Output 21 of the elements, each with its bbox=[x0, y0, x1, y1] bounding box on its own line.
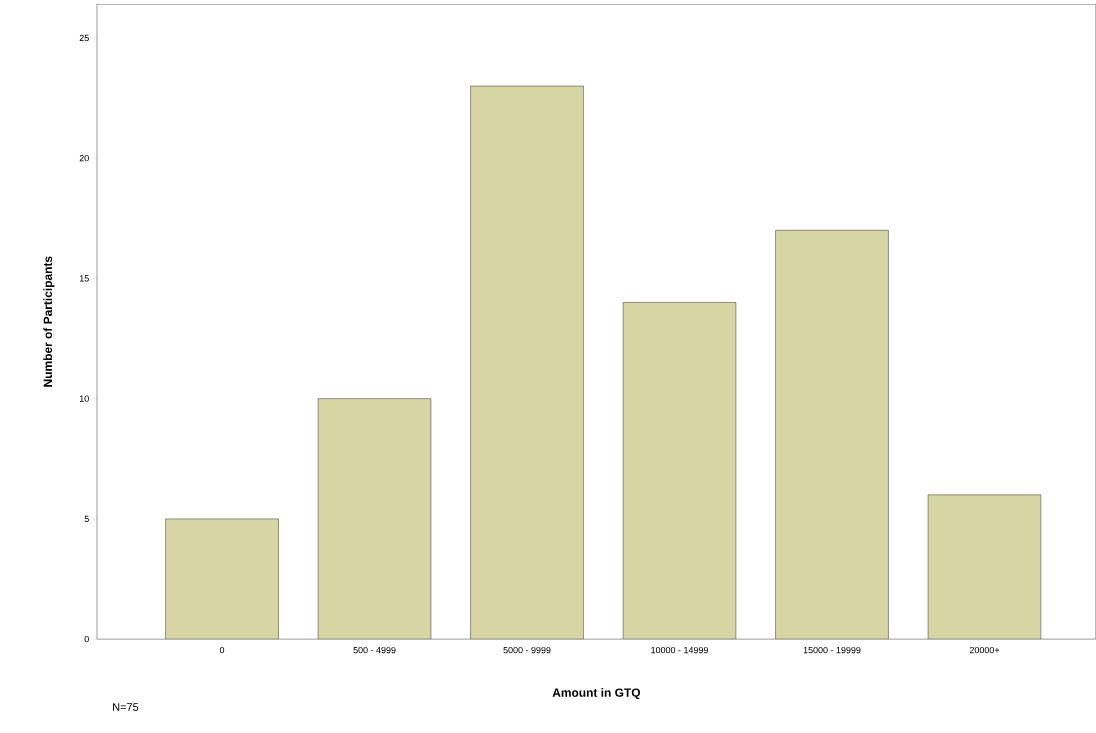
y-tick-label: 15 bbox=[79, 275, 89, 282]
x-tick-label: 20000+ bbox=[969, 646, 1000, 654]
bar bbox=[317, 398, 432, 640]
text: N=75 bbox=[113, 703, 139, 711]
y-tick-label: 10 bbox=[79, 395, 89, 402]
bar bbox=[470, 85, 584, 640]
y-axis-title: Number of Participants bbox=[43, 256, 55, 387]
bar bbox=[622, 302, 737, 640]
y-tick-label: 20 bbox=[79, 154, 89, 162]
x-tick-label: 15000 - 19999 bbox=[803, 646, 861, 654]
x-tick-label: 10000 - 14999 bbox=[651, 646, 708, 654]
y-tick-label: 0 bbox=[84, 635, 89, 643]
y-tick-label: 25 bbox=[79, 34, 89, 42]
bar bbox=[927, 494, 1042, 640]
x-axis-title: Amount in GTQ bbox=[552, 688, 641, 700]
bar bbox=[165, 518, 279, 640]
bar bbox=[775, 230, 889, 640]
x-tick-label: 5000 - 9999 bbox=[503, 646, 551, 654]
x-tick-label: 500 - 4999 bbox=[353, 646, 396, 654]
y-tick-label: 5 bbox=[84, 515, 89, 522]
x-tick-label: 0 bbox=[219, 646, 225, 654]
